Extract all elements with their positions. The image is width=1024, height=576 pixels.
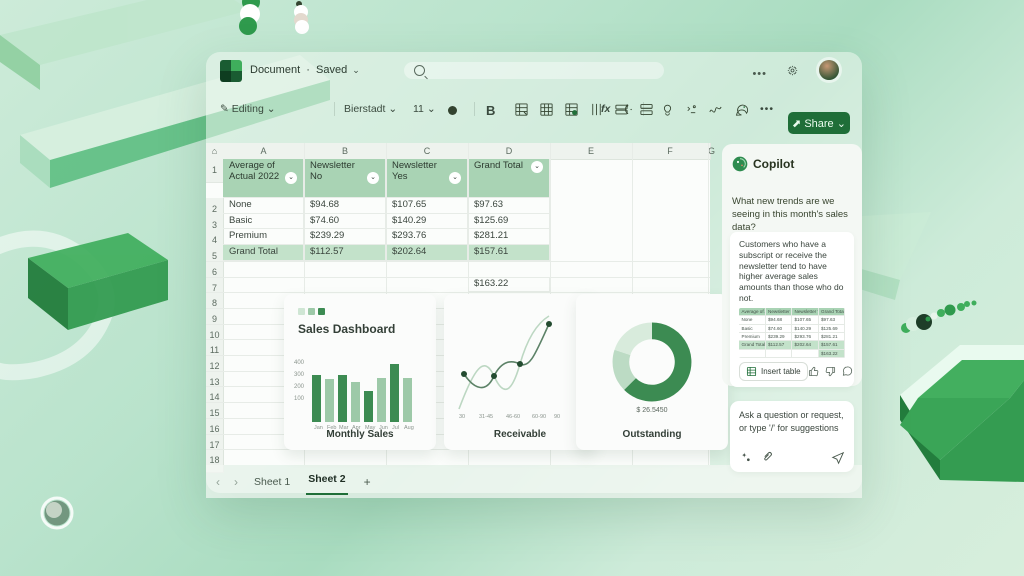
svg-text:31-45: 31-45 [479, 414, 493, 420]
svg-text:100: 100 [294, 396, 305, 402]
svg-text:30: 30 [459, 414, 465, 420]
svg-text:300: 300 [294, 372, 305, 378]
svg-text:200: 200 [294, 384, 305, 390]
svg-text:90: 90 [554, 414, 560, 420]
svg-text:400: 400 [294, 360, 305, 366]
svg-text:46-60: 46-60 [506, 414, 520, 420]
svg-text:60-90: 60-90 [532, 414, 546, 420]
